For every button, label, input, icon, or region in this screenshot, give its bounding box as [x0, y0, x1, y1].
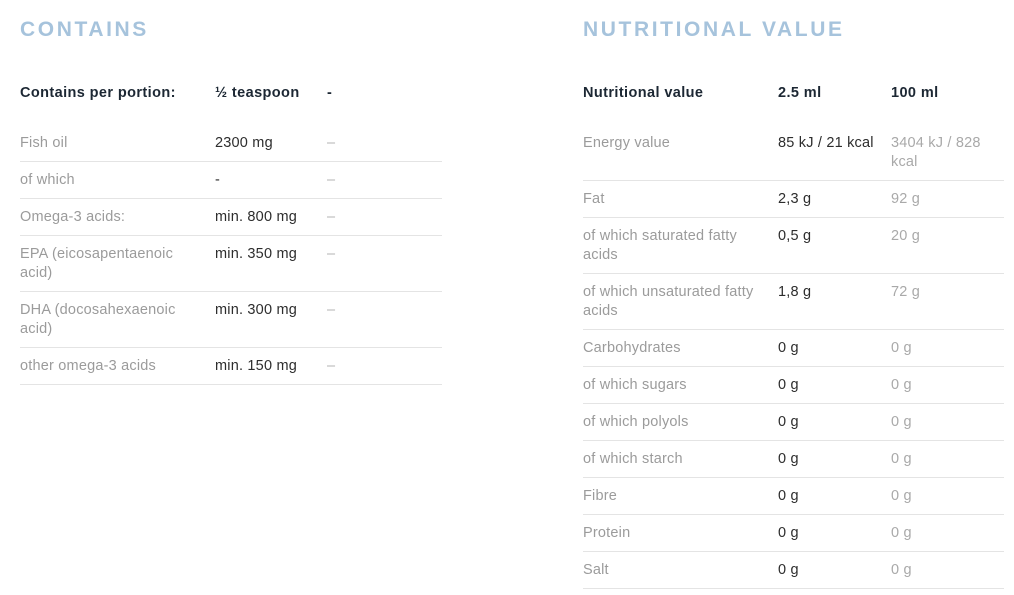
row-label: of which unsaturated fatty acids	[583, 284, 754, 319]
row-value-dash: –	[327, 358, 336, 374]
row-value-2-5ml: 2,3 g	[778, 191, 812, 207]
contains-title: CONTAINS	[20, 18, 149, 41]
row-label: DHA (docosahexaenoic acid)	[20, 302, 176, 337]
contains-table: Contains per portion: ½ teaspoon - Fish …	[20, 76, 442, 385]
header-col1: ½ teaspoon	[215, 85, 300, 101]
header-label: Nutritional value	[583, 85, 704, 101]
table-row: Protein 0 g 0 g	[583, 515, 1004, 552]
row-label: of which sugars	[583, 377, 687, 393]
nutritional-value-section: NUTRITIONAL VALUE Nutritional value 2.5 …	[583, 18, 1004, 589]
row-value-100ml: 0 g	[891, 340, 912, 356]
nutritional-value-table: Nutritional value 2.5 ml 100 ml Energy v…	[583, 76, 1004, 589]
row-value-2-5ml: 0 g	[778, 340, 799, 356]
row-label: of which polyols	[583, 414, 689, 430]
row-value-portion: -	[215, 172, 221, 188]
contains-header-row: Contains per portion: ½ teaspoon -	[20, 76, 442, 125]
row-value-100ml: 3404 kJ / 828 kcal	[891, 135, 981, 170]
row-label: of which	[20, 172, 75, 188]
row-value-100ml: 0 g	[891, 525, 912, 541]
row-label: other omega-3 acids	[20, 358, 156, 374]
row-label: Fat	[583, 191, 605, 207]
row-value-2-5ml: 0 g	[778, 414, 799, 430]
nutritional-value-title: NUTRITIONAL VALUE	[583, 18, 845, 41]
row-value-2-5ml: 0 g	[778, 562, 799, 578]
row-label: of which saturated fatty acids	[583, 228, 737, 263]
nutrition-header-row: Nutritional value 2.5 ml 100 ml	[583, 76, 1004, 125]
row-label: Protein	[583, 525, 631, 541]
row-value-portion: 2300 mg	[215, 135, 273, 151]
row-value-portion: min. 300 mg	[215, 302, 297, 318]
row-label: Energy value	[583, 135, 671, 151]
header-col2: -	[327, 85, 333, 101]
row-label: EPA (eicosapentaenoic acid)	[20, 246, 174, 281]
table-row: Fish oil 2300 mg –	[20, 125, 442, 162]
row-value-100ml: 72 g	[891, 284, 921, 300]
row-label: Fibre	[583, 488, 618, 504]
row-value-2-5ml: 0,5 g	[778, 228, 812, 244]
table-row: Omega-3 acids: min. 800 mg –	[20, 199, 442, 236]
row-value-dash: –	[327, 302, 336, 318]
table-row: Carbohydrates 0 g 0 g	[583, 330, 1004, 367]
table-row: Fat 2,3 g 92 g	[583, 181, 1004, 218]
row-value-dash: –	[327, 209, 336, 225]
table-row: of which - –	[20, 162, 442, 199]
row-value-100ml: 20 g	[891, 228, 921, 244]
table-row: Fibre 0 g 0 g	[583, 478, 1004, 515]
row-value-100ml: 0 g	[891, 414, 912, 430]
row-value-2-5ml: 1,8 g	[778, 284, 812, 300]
row-value-2-5ml: 0 g	[778, 451, 799, 467]
row-value-100ml: 0 g	[891, 377, 912, 393]
row-value-2-5ml: 0 g	[778, 525, 799, 541]
header-col-100ml: 100 ml	[891, 85, 939, 101]
row-value-100ml: 0 g	[891, 451, 912, 467]
table-row: of which starch 0 g 0 g	[583, 441, 1004, 478]
row-label: Salt	[583, 562, 609, 578]
row-label: of which starch	[583, 451, 683, 467]
row-value-dash: –	[327, 246, 336, 262]
row-value-100ml: 0 g	[891, 562, 912, 578]
row-value-100ml: 0 g	[891, 488, 912, 504]
row-value-2-5ml: 85 kJ / 21 kcal	[778, 135, 874, 151]
row-label: Carbohydrates	[583, 340, 681, 356]
row-value-dash: –	[327, 172, 336, 188]
row-value-2-5ml: 0 g	[778, 377, 799, 393]
row-value-portion: min. 800 mg	[215, 209, 297, 225]
contains-section: CONTAINS Contains per portion: ½ teaspoo…	[20, 18, 442, 385]
row-value-2-5ml: 0 g	[778, 488, 799, 504]
row-value-100ml: 92 g	[891, 191, 921, 207]
header-col-2-5ml: 2.5 ml	[778, 85, 822, 101]
row-label: Fish oil	[20, 135, 68, 151]
table-row: of which polyols 0 g 0 g	[583, 404, 1004, 441]
table-row: DHA (docosahexaenoic acid) min. 300 mg –	[20, 292, 442, 348]
table-row: Energy value 85 kJ / 21 kcal 3404 kJ / 8…	[583, 125, 1004, 181]
table-row: Salt 0 g 0 g	[583, 552, 1004, 589]
table-row: EPA (eicosapentaenoic acid) min. 350 mg …	[20, 236, 442, 292]
table-row: of which sugars 0 g 0 g	[583, 367, 1004, 404]
table-row: of which saturated fatty acids 0,5 g 20 …	[583, 218, 1004, 274]
row-value-portion: min. 150 mg	[215, 358, 297, 374]
row-value-dash: –	[327, 135, 336, 151]
table-row: of which unsaturated fatty acids 1,8 g 7…	[583, 274, 1004, 330]
row-value-portion: min. 350 mg	[215, 246, 297, 262]
table-row: other omega-3 acids min. 150 mg –	[20, 348, 442, 385]
row-label: Omega-3 acids:	[20, 209, 126, 225]
header-label: Contains per portion:	[20, 85, 176, 101]
